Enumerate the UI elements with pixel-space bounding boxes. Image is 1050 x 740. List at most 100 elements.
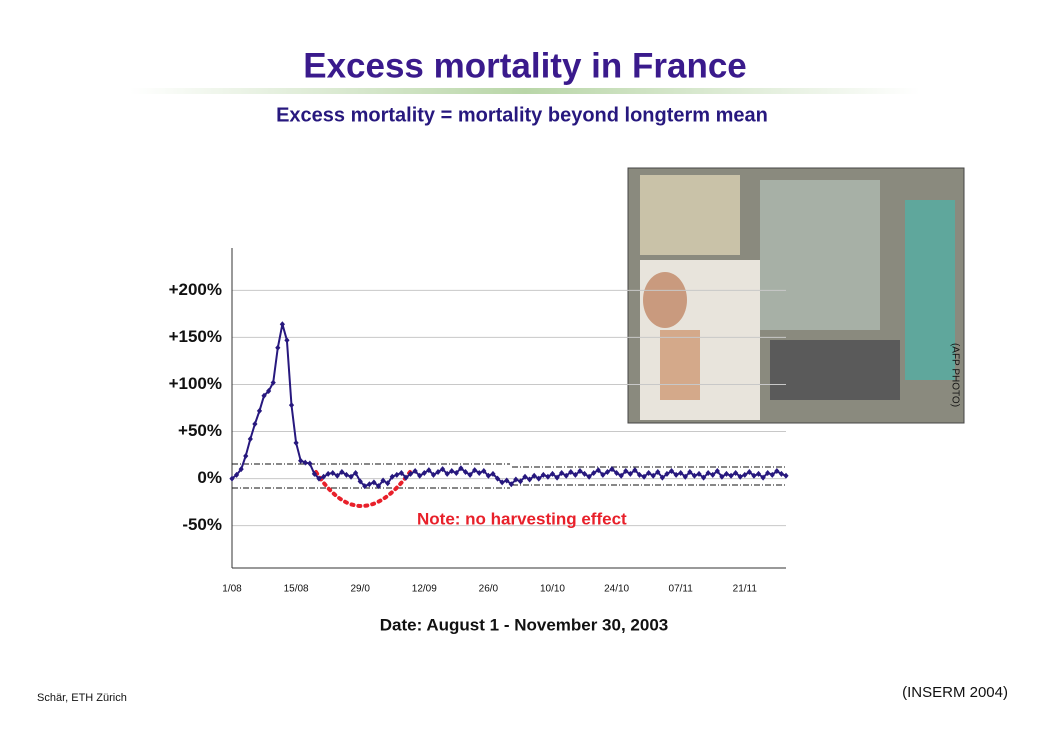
data-point bbox=[563, 472, 569, 479]
data-point bbox=[371, 479, 377, 486]
footer-author: Schär, ETH Zürich bbox=[37, 692, 127, 704]
data-point bbox=[591, 469, 597, 476]
data-point bbox=[577, 468, 583, 475]
data-point bbox=[632, 467, 638, 474]
data-point bbox=[389, 473, 395, 480]
y-tick-label: +200% bbox=[169, 280, 222, 299]
data-point bbox=[613, 469, 620, 476]
data-point bbox=[279, 321, 285, 328]
data-point bbox=[435, 469, 441, 475]
harvesting-curve bbox=[314, 470, 412, 508]
photo-shape bbox=[660, 330, 700, 400]
data-point bbox=[385, 480, 391, 487]
data-point bbox=[678, 469, 684, 476]
annotation: Note: no harvesting effect bbox=[417, 509, 627, 528]
data-point bbox=[366, 481, 372, 488]
data-point bbox=[481, 468, 487, 475]
data-point bbox=[362, 483, 368, 490]
x-tick-label: 24/10 bbox=[604, 584, 629, 595]
data-point bbox=[311, 470, 318, 477]
data-point bbox=[618, 472, 624, 479]
data-point bbox=[636, 471, 643, 478]
data-point bbox=[339, 469, 345, 475]
data-point bbox=[467, 471, 473, 478]
data-point bbox=[774, 468, 780, 475]
x-tick-label: 29/0 bbox=[350, 584, 370, 595]
data-point bbox=[444, 470, 450, 477]
data-point bbox=[407, 470, 414, 477]
data-point bbox=[472, 467, 478, 474]
y-tick-label: +50% bbox=[178, 421, 222, 440]
data-point bbox=[737, 473, 743, 480]
data-point bbox=[728, 472, 734, 479]
photo-shape bbox=[640, 175, 740, 255]
data-point bbox=[705, 469, 711, 476]
data-point bbox=[572, 471, 578, 478]
x-tick-label: 21/11 bbox=[733, 584, 758, 595]
data-point bbox=[302, 459, 308, 466]
data-point bbox=[586, 473, 592, 480]
data-point bbox=[462, 469, 469, 475]
data-point bbox=[316, 475, 322, 482]
photo-shape bbox=[905, 200, 955, 380]
data-point bbox=[700, 474, 707, 481]
data-point bbox=[476, 469, 482, 476]
data-point bbox=[238, 466, 244, 473]
subtitle: Excess mortality = mortality beyond long… bbox=[276, 104, 768, 126]
data-point bbox=[581, 470, 588, 477]
data-point bbox=[646, 469, 652, 476]
data-point bbox=[375, 483, 382, 490]
data-point bbox=[421, 469, 427, 476]
data-point bbox=[778, 470, 785, 477]
data-point bbox=[545, 473, 551, 480]
data-point bbox=[769, 471, 775, 478]
data-point bbox=[687, 469, 693, 475]
x-tick-label: 07/11 bbox=[669, 584, 694, 595]
data-point bbox=[559, 469, 565, 476]
y-tick-label: 0% bbox=[197, 468, 222, 487]
data-point bbox=[353, 469, 359, 476]
data-point bbox=[330, 469, 336, 476]
y-tick-label: -50% bbox=[182, 515, 222, 534]
data-point bbox=[320, 473, 327, 480]
data-point bbox=[412, 468, 418, 475]
data-point bbox=[348, 473, 354, 480]
data-point bbox=[233, 471, 240, 478]
data-point bbox=[298, 457, 304, 464]
x-tick-label: 12/09 bbox=[412, 584, 437, 595]
data-point bbox=[522, 473, 528, 480]
data-point bbox=[655, 469, 661, 475]
data-point bbox=[270, 379, 276, 386]
data-point bbox=[440, 466, 446, 473]
data-point bbox=[266, 388, 272, 395]
data-point bbox=[229, 475, 235, 482]
slide-title: Excess mortality in France bbox=[303, 46, 747, 85]
data-point bbox=[549, 470, 556, 477]
data-point bbox=[247, 436, 253, 443]
data-point bbox=[659, 474, 665, 481]
data-point bbox=[398, 469, 405, 476]
data-point bbox=[746, 469, 752, 475]
data-point bbox=[733, 469, 739, 476]
data-point bbox=[417, 472, 423, 479]
data-point bbox=[485, 472, 491, 479]
data-point bbox=[449, 468, 455, 475]
data-point bbox=[714, 468, 720, 475]
data-point bbox=[343, 471, 350, 478]
data-point bbox=[494, 475, 501, 482]
photo-shape bbox=[770, 340, 900, 400]
data-point bbox=[293, 439, 299, 446]
data-point bbox=[755, 470, 762, 477]
data-point bbox=[742, 471, 748, 478]
data-point bbox=[490, 470, 496, 477]
data-point bbox=[682, 473, 688, 480]
data-point bbox=[668, 468, 675, 475]
data-point bbox=[357, 478, 363, 485]
data-point bbox=[275, 344, 281, 351]
data-point bbox=[403, 474, 409, 481]
x-tick-label: 15/08 bbox=[284, 584, 309, 595]
x-tick-label: 1/08 bbox=[222, 584, 242, 595]
data-point bbox=[664, 470, 670, 477]
data-point bbox=[673, 471, 679, 478]
footer-source: (INSERM 2004) bbox=[902, 684, 1008, 701]
